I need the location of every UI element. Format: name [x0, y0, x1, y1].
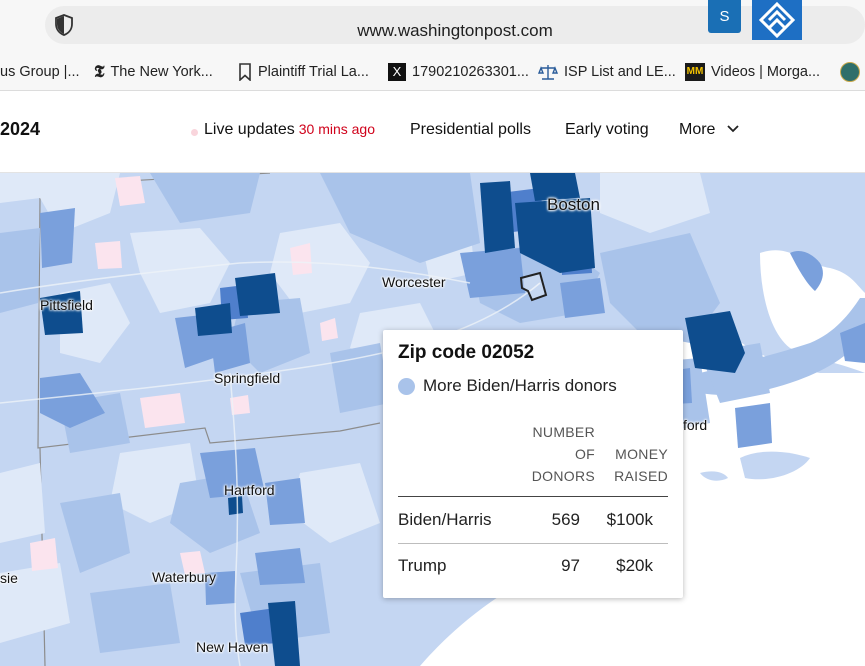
header-donors: NUMBER OF DONORS: [518, 421, 595, 487]
live-indicator-icon: [191, 129, 198, 136]
live-updates-time: 30 mins ago: [298, 121, 376, 137]
morgan-icon: MM: [685, 63, 705, 81]
header-donors-line2: OF: [574, 446, 595, 462]
map-label-boston: Boston: [547, 195, 600, 214]
shield-icon[interactable]: [53, 13, 75, 37]
row-donors: 97: [561, 556, 580, 575]
legend-swatch-icon: [398, 377, 415, 395]
map-label-hartford: Hartford: [224, 482, 275, 498]
bookmark-label: us Group |...: [0, 64, 80, 80]
map-label-worcester: Worcester: [382, 274, 446, 290]
row-donors: 569: [551, 510, 580, 529]
page-title: 2024: [0, 119, 41, 139]
header-donors-line3: DONORS: [531, 468, 595, 484]
map-label-springfield: Springfield: [214, 370, 281, 386]
map-label-new-haven: New Haven: [196, 639, 269, 655]
row-divider: [398, 543, 668, 544]
bookmark-label: 1790210263301...: [412, 64, 529, 80]
tooltip-title: Zip code 02052: [398, 342, 535, 363]
row-name: Trump: [398, 556, 447, 575]
extension-logo-icon[interactable]: [752, 0, 802, 40]
map-label-ford: ford: [683, 417, 708, 433]
chevron-down-icon: [727, 125, 739, 133]
bookmark-label: Plaintiff Trial La...: [258, 64, 369, 80]
row-money: $20k: [616, 556, 653, 575]
profile-button[interactable]: S: [708, 0, 741, 33]
legend-label: More Biden/Harris donors: [423, 376, 617, 395]
bookmark-item[interactable]: 𝕿 The New York...: [94, 58, 213, 86]
globe-icon: [840, 62, 860, 82]
url-text[interactable]: www.washingtonpost.com: [357, 21, 553, 40]
bookmark-item[interactable]: [840, 58, 860, 86]
header-money: MONEY RAISED: [603, 443, 668, 487]
row-money: $100k: [606, 510, 653, 529]
bookmark-item[interactable]: us Group |...: [0, 58, 80, 86]
table-row-biden: Biden/Harris 569 $100k: [398, 498, 668, 542]
table-divider: [398, 496, 668, 497]
nyt-icon: 𝕿: [94, 62, 105, 82]
bookmark-label: ISP List and LE...: [564, 64, 676, 80]
live-updates-link[interactable]: Live updates 30 mins ago: [204, 121, 375, 139]
tooltip-legend: More Biden/Harris donors: [398, 376, 617, 396]
more-menu-button[interactable]: More: [679, 121, 740, 139]
bookmark-icon: [239, 63, 251, 81]
early-voting-link[interactable]: Early voting: [565, 121, 649, 138]
bookmark-label: Videos | Morga...: [711, 64, 821, 80]
bookmark-item[interactable]: Plaintiff Trial La...: [238, 58, 369, 86]
header-money-line2: RAISED: [614, 468, 668, 484]
bookmark-item[interactable]: X 1790210263301...: [388, 58, 529, 86]
bookmark-item[interactable]: ISP List and LE...: [538, 58, 676, 86]
bookmark-item[interactable]: MM Videos | Morga...: [685, 58, 820, 86]
presidential-polls-link[interactable]: Presidential polls: [410, 121, 531, 138]
header-money-line1: MONEY: [615, 446, 668, 462]
map-label-sie: sie: [0, 570, 18, 586]
site-nav: 2024 Live updates 30 mins ago Presidentia…: [0, 91, 865, 173]
zip-tooltip: Zip code 02052 More Biden/Harris donors …: [383, 330, 683, 598]
bookmark-label: The New York...: [110, 64, 213, 80]
address-bar[interactable]: www.washingtonpost.com: [45, 6, 865, 44]
table-row-trump: Trump 97 $20k: [398, 544, 668, 588]
map-label-waterbury: Waterbury: [152, 569, 217, 585]
more-label: More: [679, 121, 716, 138]
map-label-pittsfield: Pittsfield: [40, 297, 93, 313]
browser-chrome: www.washingtonpost.com S us Group |... 𝕿…: [0, 0, 865, 91]
header-donors-line1: NUMBER: [532, 424, 595, 440]
live-updates-label: Live updates: [204, 121, 295, 138]
bookmarks-bar: us Group |... 𝕿 The New York... Plaintif…: [0, 58, 865, 86]
scales-icon: [538, 65, 558, 80]
x-icon: X: [388, 63, 406, 81]
row-name: Biden/Harris: [398, 510, 492, 529]
